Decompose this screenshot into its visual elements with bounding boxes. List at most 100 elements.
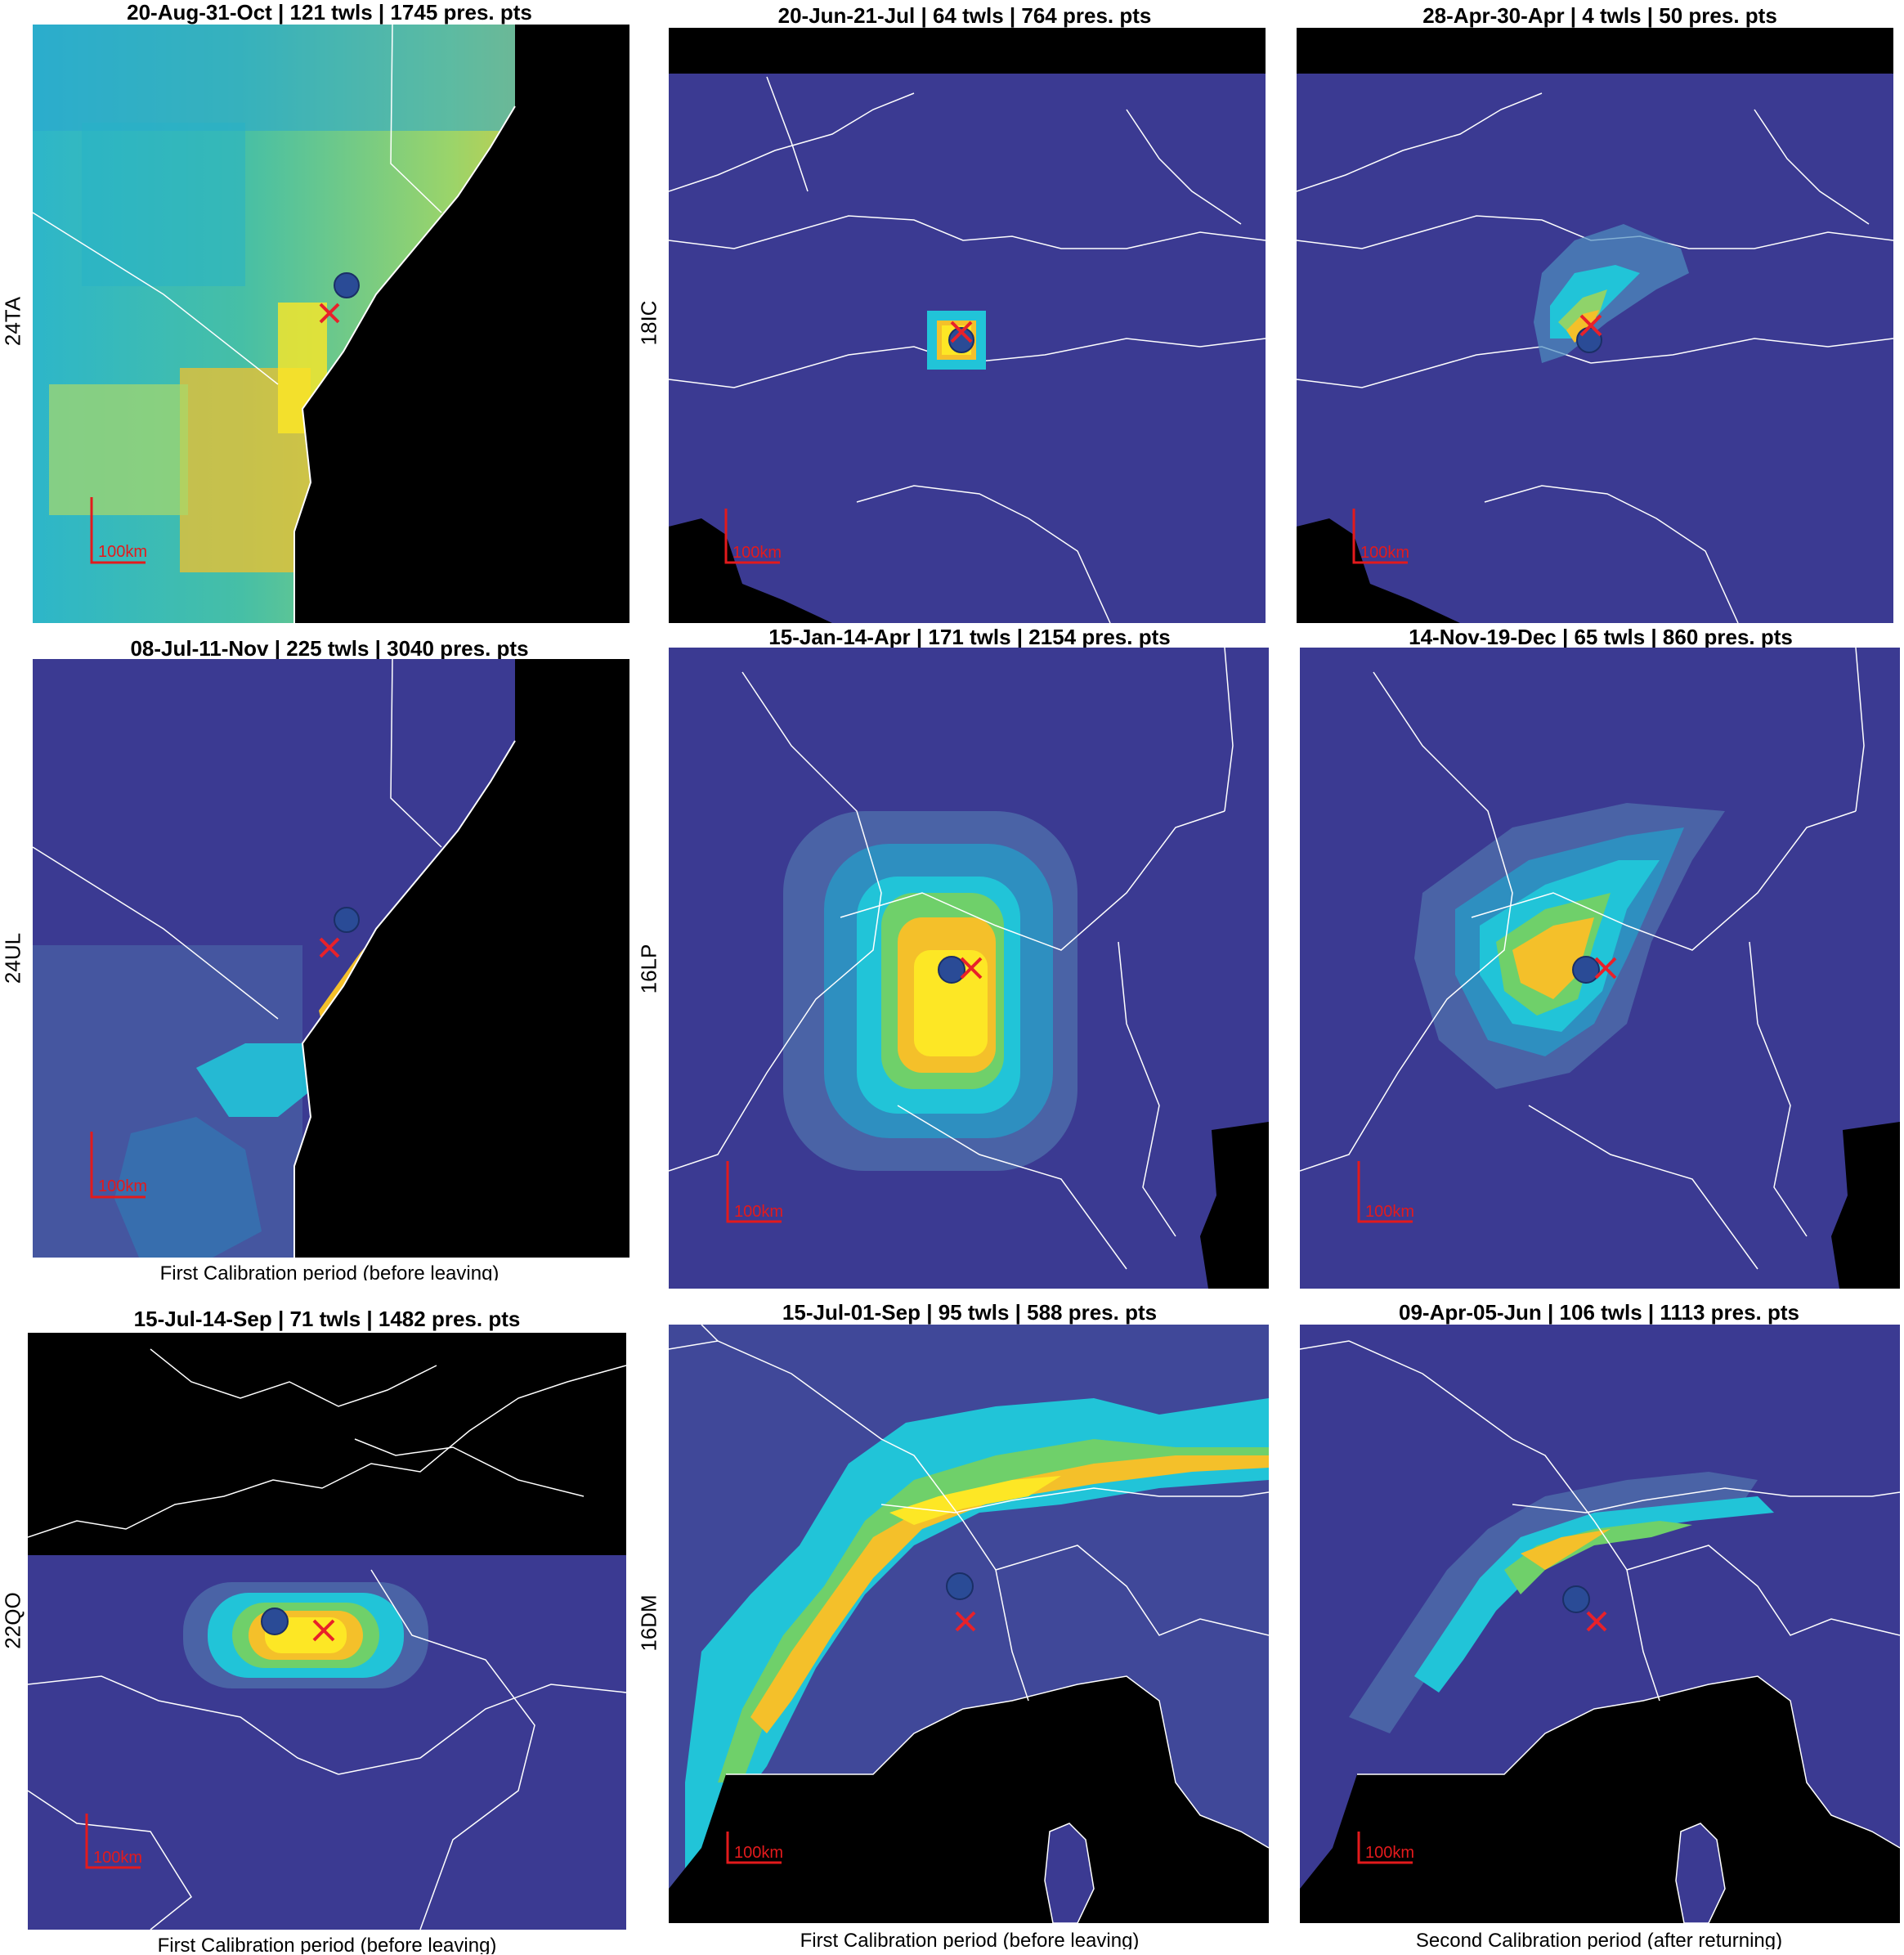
estimate-cross: [1586, 1611, 1607, 1632]
land-mask: [1297, 28, 1893, 74]
border-line: [370, 1569, 535, 1930]
border-line: [28, 1675, 339, 1775]
coastline: [354, 1438, 585, 1497]
border-line: [897, 1105, 1127, 1270]
scale-bar: [724, 509, 780, 564]
land-mask: [1297, 518, 1460, 623]
panel-title-7: 15-Jul-14-Sep | 71 twls | 1482 pres. pts: [133, 1307, 521, 1331]
border-line: [1224, 648, 1234, 812]
island: [1044, 1823, 1095, 1923]
heatmap-panel-16LP-1: 100km: [669, 648, 1269, 1289]
estimate-cross: [960, 957, 983, 980]
scale-bar-label: 100km: [98, 1177, 147, 1195]
border-line: [390, 659, 442, 848]
border-line: [1484, 485, 1739, 623]
border-line: [1749, 941, 1808, 1237]
estimate-cross: [1579, 314, 1602, 337]
panel-title-6: 14-Nov-19-Dec | 65 twls | 860 pres. pts: [1409, 625, 1793, 649]
border-line: [1528, 1105, 1758, 1270]
border-line: [669, 671, 882, 1172]
coastline: [726, 1675, 1269, 1849]
border-line: [766, 76, 809, 192]
land-mask: [28, 1333, 626, 1555]
border-line: [28, 1790, 192, 1930]
land-mask: [669, 518, 832, 623]
row-label-16DM: 16DM: [636, 1594, 661, 1652]
panel-title-8: 15-Jul-01-Sep | 95 twls | 588 pres. pts: [782, 1300, 1158, 1325]
row-label-18IC: 18IC: [636, 300, 661, 346]
true-location-circle: [938, 956, 965, 984]
border-line: [840, 810, 1225, 951]
land-mask: [669, 28, 1266, 74]
row-label-24UL: 24UL: [0, 932, 25, 984]
heatmap-panel-24UL: 100km: [33, 659, 629, 1258]
border-line: [1626, 1545, 1900, 1636]
scale-bar: [1357, 1832, 1413, 1864]
border-line: [1300, 1340, 1660, 1702]
true-location-circle: [1572, 956, 1600, 984]
scale-bar-label: 100km: [732, 544, 782, 562]
scale-bar: [85, 1814, 141, 1869]
island: [1675, 1823, 1726, 1923]
coastline: [293, 105, 516, 623]
scale-bar-label: 100km: [1365, 1203, 1414, 1221]
caption-second-calibration: Second Calibration period (after returni…: [1415, 1930, 1783, 1949]
heatmap-panel-16DM-1: 100km: [669, 1325, 1269, 1923]
estimate-cross: [319, 937, 340, 958]
panel-title-2: 20-Jun-21-Jul | 64 twls | 764 pres. pts: [777, 3, 1152, 28]
border-line: [880, 1487, 1269, 1513]
row-label-24TA: 24TA: [0, 296, 25, 347]
scale-bar: [90, 497, 146, 564]
scale-bar-label: 100km: [734, 1844, 783, 1862]
coastline: [150, 1348, 437, 1407]
scale-bar-label: 100km: [1360, 544, 1409, 562]
border-line: [701, 1325, 719, 1342]
heatmap-panel-16DM-2: 100km: [1300, 1325, 1900, 1923]
border-line: [995, 1545, 1269, 1636]
border-line: [33, 846, 279, 1020]
land-mask: [669, 1676, 1269, 1923]
scale-bar-label: 100km: [1365, 1844, 1414, 1862]
panel-title-1: 20-Aug-31-Oct | 121 twls | 1745 pres. pt…: [127, 0, 532, 25]
border-line: [1590, 338, 1893, 364]
land-mask: [1300, 1676, 1900, 1923]
true-location-circle: [946, 1572, 974, 1600]
heat-field: [196, 749, 523, 1117]
estimate-cross: [319, 303, 340, 324]
land-mask: [1200, 1122, 1269, 1289]
panel-title-3: 28-Apr-30-Apr | 4 twls | 50 pres. pts: [1422, 3, 1777, 28]
scale-bar: [726, 1161, 782, 1223]
scale-bar-label: 100km: [98, 543, 147, 561]
heatmap-panel-24TA-1: 100km: [33, 25, 629, 623]
border-line: [669, 346, 964, 388]
border-line: [1297, 92, 1543, 192]
border-line: [669, 1340, 1029, 1702]
land-mask: [1831, 1122, 1900, 1289]
panel-title-4: 08-Jul-11-Nov | 225 twls | 3040 pres. pt…: [130, 636, 529, 661]
border-line: [1512, 1487, 1900, 1513]
border-line: [669, 92, 915, 192]
estimate-cross: [1594, 957, 1617, 980]
scale-bar: [1357, 1161, 1413, 1223]
scale-bar-label: 100km: [93, 1849, 142, 1867]
row-label-16LP: 16LP: [636, 944, 661, 994]
border-line: [1855, 648, 1865, 812]
land-mask: [294, 25, 629, 623]
border-line: [669, 215, 1266, 249]
true-location-circle: [261, 1607, 289, 1635]
caption-first-calibration-1: First Calibration period (before leaving…: [159, 1262, 500, 1280]
border-line: [1754, 109, 1870, 225]
border-line: [33, 212, 279, 385]
row-label-22QO: 22QO: [0, 1592, 25, 1649]
coastline: [1357, 1675, 1900, 1849]
border-line: [1126, 109, 1242, 225]
land-mask: [294, 659, 629, 1258]
scale-bar: [1352, 509, 1408, 564]
caption-first-calibration-3: First Calibration period (before leaving…: [800, 1930, 1140, 1949]
true-location-circle: [948, 327, 974, 353]
border-line: [856, 485, 1111, 623]
scale-bar: [726, 1832, 782, 1864]
panel-title-5: 15-Jan-14-Apr | 171 twls | 2154 pres. pt…: [768, 625, 1171, 649]
true-location-circle: [334, 272, 360, 298]
estimate-cross: [950, 321, 973, 343]
